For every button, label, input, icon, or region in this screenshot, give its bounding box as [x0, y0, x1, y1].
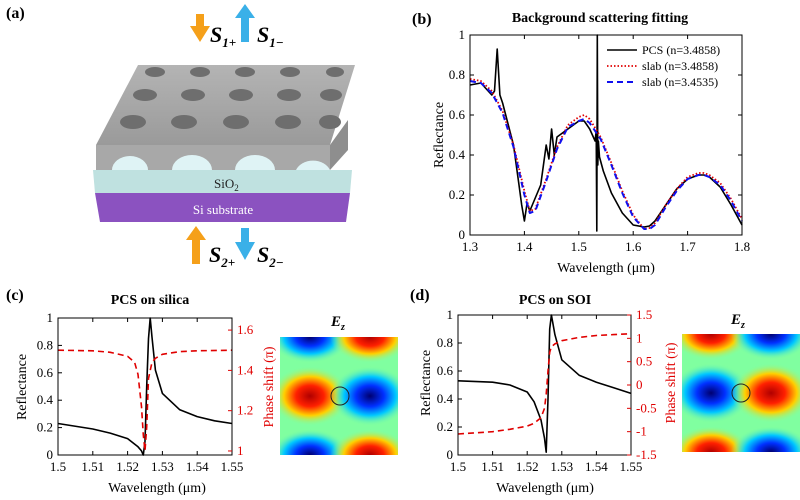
chart-b-ytick-label: 0.2: [449, 187, 465, 202]
chart-c-xtick-label: 1.54: [186, 459, 209, 474]
chart-c-xtick-label: 1.53: [151, 459, 174, 474]
chart-b-ylabel: Reflectance: [432, 102, 447, 168]
chart-c-ytick-label: 0.8: [37, 337, 53, 352]
substrate-label: Si substrate: [193, 202, 254, 217]
reflected-arrow-s2-minus: [235, 228, 255, 260]
chart-d-ylabel-left: Reflectance: [419, 350, 434, 416]
chart-c-ytick-label: 0.6: [37, 365, 54, 380]
chart-c: 1.5 1.51 1.52 1.53 1.54 1.55 0 0.2 0.4 0.6 0.8 1 1 1.…: [37, 310, 254, 474]
chart-d-y2tick-label: 0.5: [636, 354, 652, 369]
incident-arrow-s2-plus: [186, 226, 206, 264]
s1-minus-label: S1−: [257, 22, 284, 50]
s2-minus-label: S2−: [257, 242, 284, 270]
chart-d-y2tick-label: -0.5: [636, 400, 657, 415]
chart-b-ytick-label: 0.4: [449, 147, 466, 162]
chart-c-y2tick-label: 1.2: [237, 403, 253, 418]
chart-c-y2tick-label: 1.6: [237, 322, 254, 337]
chart-b: 1.3 1.4 1.5 1.6 1.7 1.8 0 0.2 0.4 0.6 0.8 1: [449, 27, 750, 254]
chart-d: 1.5 1.51 1.52 1.53 1.54 1.5500.20.40.60.81-1.…: [437, 307, 657, 474]
chart-c-ytick-label: 0: [47, 447, 54, 462]
chart-b-series-3: [469, 80, 743, 230]
panel-d-label: (d): [410, 287, 430, 304]
legend-item-pcs: PCS (n=3.4858): [642, 43, 720, 57]
chart-d-y2tick-label: 1: [636, 330, 643, 345]
si-substrate: Si substrate: [95, 193, 350, 222]
chart-c-title: PCS on silica: [111, 293, 190, 308]
chart-b-xtick-label: 1.6: [625, 239, 642, 254]
panel-b-label: (b): [412, 11, 432, 28]
chart-d-ytick-label: 0.4: [437, 391, 454, 406]
chart-d-ytick-label: 0.6: [437, 363, 454, 378]
chart-d-ytick-label: 0.2: [437, 419, 453, 434]
chart-b-frame: [469, 34, 743, 236]
chart-b-ytick-label: 0: [459, 227, 466, 242]
sio2-label: SiO2: [214, 176, 239, 193]
chart-b-series-2: [469, 78, 743, 230]
chart-b-ytick-label: 1: [459, 27, 466, 42]
s1-plus-label: S1+: [210, 22, 236, 50]
s2-plus-label: S2+: [209, 242, 235, 270]
chart-d-ylabel-right: Phase shift (π): [664, 342, 679, 423]
chart-d-ytick-label: 0.8: [437, 335, 453, 350]
chart-d-y2tick-label: 1.5: [636, 307, 652, 322]
chart-d-ytick-label: 1: [447, 307, 454, 322]
chart-c-xtick-label: 1.5: [50, 459, 66, 474]
incident-arrow-s1-plus: [190, 14, 210, 42]
field-map-d: [682, 334, 800, 452]
chart-d-xtick-label: 1.5: [450, 459, 466, 474]
chart-c-y2tick-label: 1.4: [237, 362, 254, 377]
chart-b-xlabel: Wavelength (μm): [557, 261, 655, 276]
field-map-c: [280, 337, 398, 455]
chart-c-series-2: [57, 349, 233, 452]
chart-c-xtick-label: 1.55: [221, 459, 244, 474]
chart-b-legend: PCS (n=3.4858) slab (n=3.4858) slab (n=3…: [607, 43, 720, 89]
chart-b-xtick-label: 1.7: [679, 239, 696, 254]
chart-c-ylabel-right: Phase shift (π): [262, 346, 277, 427]
chart-c-xtick-label: 1.51: [81, 459, 104, 474]
chart-d-xtick-label: 1.52: [516, 459, 539, 474]
chart-c-ytick-label: 0.4: [37, 392, 54, 407]
chart-c-xlabel: Wavelength (μm): [108, 481, 206, 496]
chart-d-xtick-label: 1.51: [481, 459, 504, 474]
panel-c-label: (c): [6, 287, 24, 304]
field-c-label: Ez: [330, 314, 345, 333]
chart-d-xtick-label: 1.55: [620, 459, 643, 474]
chart-c-frame: [57, 317, 233, 456]
chart-c-ytick-label: 0.2: [37, 420, 53, 435]
reflected-arrow-s1-minus: [235, 4, 255, 42]
chart-b-xtick-label: 1.5: [571, 239, 587, 254]
chart-d-xlabel: Wavelength (μm): [496, 481, 594, 496]
chart-b-title: Background scattering fitting: [512, 11, 688, 26]
chart-b-xtick-label: 1.3: [462, 239, 478, 254]
chart-c-xtick-label: 1.52: [116, 459, 139, 474]
chart-b-xtick-label: 1.8: [734, 239, 750, 254]
chart-d-title: PCS on SOI: [519, 293, 591, 308]
chart-d-y2tick-label: -1.5: [636, 447, 657, 462]
sio2-layer: SiO2: [93, 170, 352, 193]
legend-item-slab-2: slab (n=3.4535): [642, 75, 718, 89]
chart-c-series-1: [57, 317, 233, 456]
chart-b-ytick-label: 0.6: [449, 107, 466, 122]
chart-d-xtick-label: 1.54: [585, 459, 608, 474]
chart-d-ytick-label: 0: [447, 447, 454, 462]
chart-b-ytick-label: 0.8: [449, 67, 465, 82]
chart-c-y2tick-label: 1: [237, 443, 244, 458]
chart-d-xtick-label: 1.53: [550, 459, 573, 474]
field-d-label: Ez: [730, 312, 745, 331]
chart-d-series-1: [457, 314, 632, 454]
chart-d-series-2: [457, 332, 632, 435]
chart-d-y2tick-label: -1: [636, 424, 647, 439]
photonic-crystal-slab: [96, 65, 355, 170]
chart-c-ylabel-left: Reflectance: [15, 354, 30, 420]
legend-item-slab-1: slab (n=3.4858): [642, 59, 718, 73]
panel-a-label: (a): [6, 5, 25, 22]
chart-b-xtick-label: 1.4: [516, 239, 533, 254]
chart-c-ytick-label: 1: [47, 310, 54, 325]
chart-d-y2tick-label: 0: [636, 377, 643, 392]
